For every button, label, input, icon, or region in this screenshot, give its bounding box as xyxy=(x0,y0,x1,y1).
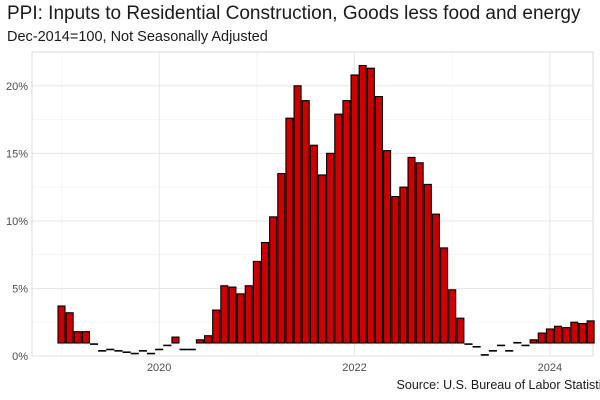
x-tick-label: 2020 xyxy=(147,362,171,374)
bar xyxy=(562,327,571,344)
bar xyxy=(586,320,595,344)
bar xyxy=(244,285,253,344)
bar xyxy=(326,152,335,344)
bar xyxy=(285,117,294,344)
bar xyxy=(497,344,506,347)
y-tick-label: 5% xyxy=(12,283,28,295)
bar xyxy=(65,312,74,344)
bar xyxy=(440,247,449,344)
bar xyxy=(155,348,164,351)
bar xyxy=(260,241,270,344)
bar xyxy=(228,286,237,344)
bar xyxy=(171,336,180,344)
bar xyxy=(391,196,400,344)
bar xyxy=(578,323,587,344)
bar xyxy=(187,348,196,351)
bar xyxy=(122,351,131,354)
chart-subtitle: Dec-2014=100, Not Seasonally Adjusted xyxy=(7,29,268,45)
bar xyxy=(252,260,261,344)
bar xyxy=(383,150,392,344)
bar xyxy=(456,317,465,344)
bar xyxy=(90,343,99,345)
bar xyxy=(513,341,522,344)
bar xyxy=(537,332,546,344)
bar xyxy=(81,331,90,344)
bar xyxy=(431,213,440,344)
bar xyxy=(146,352,156,355)
bar xyxy=(553,325,563,344)
bar xyxy=(277,173,286,344)
bar xyxy=(415,162,424,344)
bar xyxy=(114,350,123,352)
bar xyxy=(130,352,139,355)
bar xyxy=(317,174,327,344)
chart-title: PPI: Inputs to Residential Construction,… xyxy=(7,3,581,24)
bar xyxy=(350,74,359,344)
bar xyxy=(374,96,384,344)
x-tick-label: 2022 xyxy=(342,362,366,374)
bar xyxy=(138,350,147,352)
bar xyxy=(179,348,188,351)
bar xyxy=(472,345,481,348)
bar xyxy=(73,331,82,344)
bar xyxy=(293,85,302,344)
bar xyxy=(98,350,107,352)
bar xyxy=(399,186,408,344)
bar xyxy=(529,339,538,344)
source-caption: Source: U.S. Bureau of Labor Statistics xyxy=(396,378,600,392)
bar xyxy=(358,64,367,344)
bar xyxy=(301,100,310,344)
bar xyxy=(212,309,221,344)
y-tick-label: 15% xyxy=(6,148,28,160)
bar xyxy=(342,100,351,344)
bar xyxy=(334,113,343,344)
y-tick-label: 0% xyxy=(12,351,28,363)
bar xyxy=(448,289,457,344)
bar xyxy=(521,344,530,347)
bar xyxy=(570,321,579,344)
bar xyxy=(203,335,213,344)
bar xyxy=(464,343,473,345)
bar xyxy=(407,156,416,344)
bar xyxy=(236,293,245,344)
bar xyxy=(163,344,172,347)
bar xyxy=(545,328,554,344)
bar xyxy=(505,350,514,352)
y-tick-label: 20% xyxy=(6,81,28,93)
bar xyxy=(269,216,278,344)
bar xyxy=(480,354,489,356)
bar xyxy=(220,285,229,344)
x-tick-label: 2024 xyxy=(538,362,562,374)
bar xyxy=(106,348,115,351)
y-tick-label: 10% xyxy=(6,216,28,228)
bar xyxy=(366,67,375,344)
bar xyxy=(488,350,497,352)
bar xyxy=(309,144,318,344)
bar xyxy=(195,339,204,344)
bar xyxy=(57,305,66,344)
bar xyxy=(423,183,432,344)
